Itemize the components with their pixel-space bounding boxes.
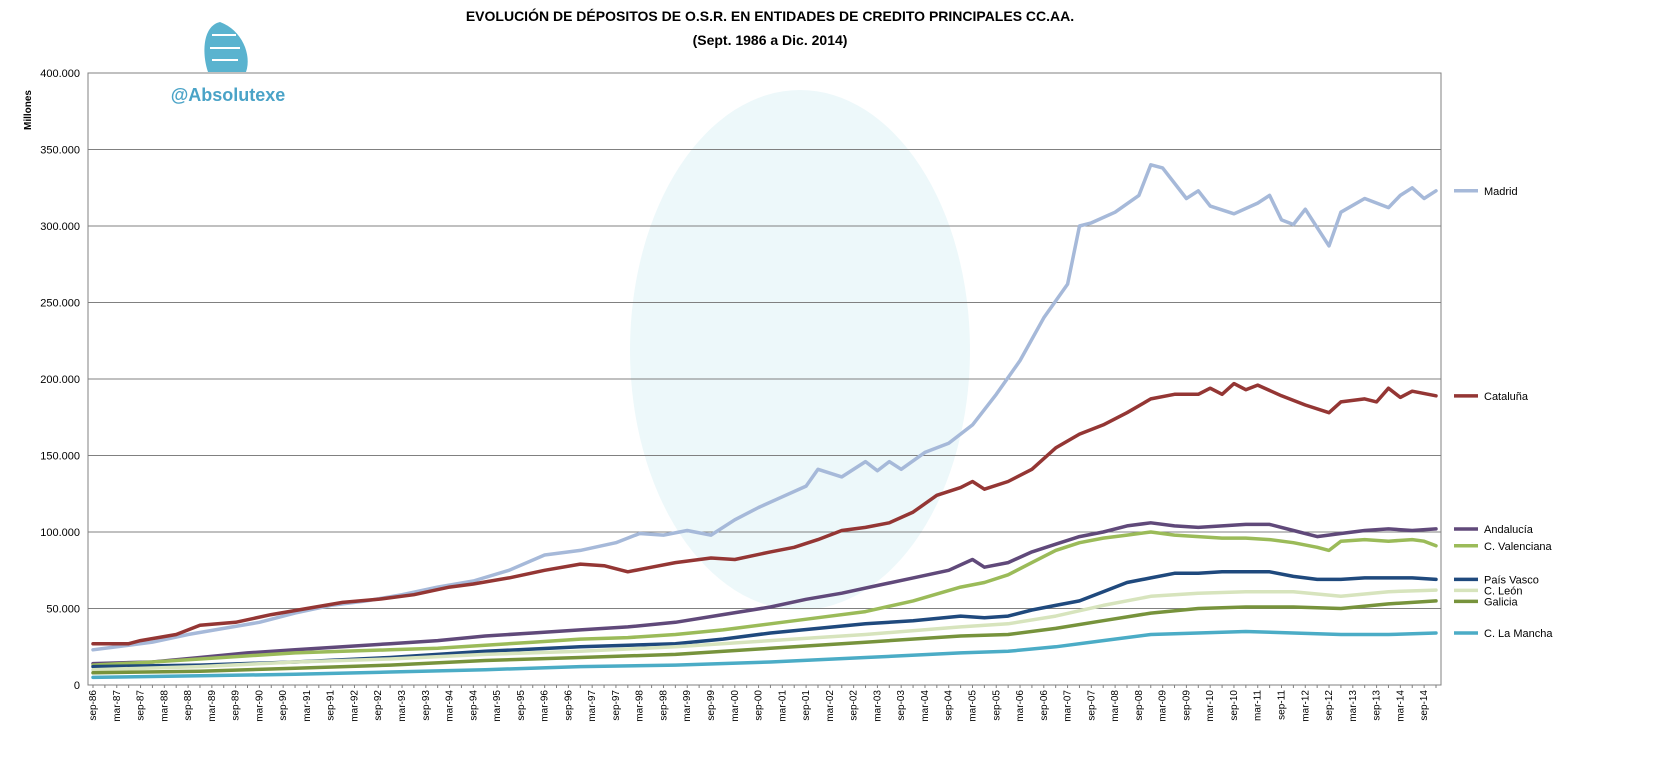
- handle-text: @Absolutexe: [171, 85, 286, 105]
- series-line-galicia: [91, 599, 1438, 675]
- x-tick-label: mar-87: [112, 690, 123, 722]
- x-tick-label: sep-02: [849, 690, 860, 721]
- x-tick-label: mar-00: [730, 690, 741, 722]
- y-tick-label: 250.000: [40, 298, 80, 310]
- x-tick-label: sep-95: [516, 690, 527, 721]
- y-tick-label: 350.000: [40, 145, 80, 157]
- series-line-pais-vasco: [91, 570, 1438, 669]
- x-tick-label: sep-10: [1229, 690, 1240, 721]
- series-line-c-valenciana: [91, 530, 1438, 667]
- x-tick-label: sep-97: [611, 690, 622, 721]
- x-tick-label: sep-14: [1419, 690, 1430, 721]
- legend-label-madrid: Madrid: [1484, 186, 1518, 198]
- legend: Madrid Cataluña Andalucía C. Valenciana País…: [1454, 186, 1553, 640]
- series-line-madrid: [91, 163, 1438, 652]
- y-axis: 0 50.000 100.000 150.000 200.000 250.000 300.0…: [40, 68, 80, 692]
- x-tick-label: mar-13: [1348, 690, 1359, 722]
- x-tick-label: mar-90: [254, 690, 265, 722]
- x-tick-label: mar-94: [445, 690, 456, 722]
- x-tick-label: mar-96: [540, 690, 551, 722]
- x-tick-label: sep-04: [944, 690, 955, 721]
- legend-label-c-leon: C. León: [1484, 585, 1523, 597]
- x-tick-label: sep-87: [136, 690, 147, 721]
- x-tick-label: sep-90: [278, 690, 289, 721]
- series-line-c-leon: [91, 588, 1438, 672]
- x-tick-label: mar-01: [777, 690, 788, 722]
- plot-area: [87, 72, 1442, 686]
- series-line-c-la-mancha: [91, 629, 1438, 680]
- legend-label-c-la-mancha: C. La Mancha: [1484, 628, 1553, 640]
- y-axis-label: Millones: [23, 90, 34, 130]
- chart-subtitle: (Sept. 1986 a Dic. 2014): [693, 32, 848, 48]
- x-tick-label: mar-14: [1395, 690, 1406, 722]
- x-tick-label: sep-96: [563, 690, 574, 721]
- x-tick-label: sep-94: [468, 690, 479, 721]
- x-tick-label: sep-89: [231, 690, 242, 721]
- x-tick-label: sep-86: [88, 690, 99, 721]
- x-tick-label: sep-93: [421, 690, 432, 721]
- x-tick-label: sep-12: [1324, 690, 1335, 721]
- x-tick-label: mar-09: [1158, 690, 1169, 722]
- watermark-emblem: [630, 90, 970, 610]
- x-tick-label: sep-92: [373, 690, 384, 721]
- y-tick-label: 200.000: [40, 374, 80, 386]
- x-tick-label: mar-04: [920, 690, 931, 722]
- x-tick-label: mar-91: [302, 690, 313, 722]
- series-line-cataluna: [91, 381, 1438, 646]
- x-tick-label: sep-03: [896, 690, 907, 721]
- x-tick-label: sep-05: [991, 690, 1002, 721]
- x-tick-label: sep-99: [706, 690, 717, 721]
- x-tick-label: sep-11: [1276, 690, 1287, 720]
- x-tick-label: sep-00: [754, 690, 765, 721]
- x-tick-label: mar-88: [159, 690, 170, 722]
- x-tick-label: mar-92: [349, 690, 360, 722]
- x-tick-label: sep-13: [1372, 690, 1383, 721]
- x-tick-label: mar-97: [587, 690, 598, 722]
- y-tick-label: 100.000: [40, 527, 80, 539]
- series-line-andalucia: [91, 521, 1438, 666]
- y-tick-label: 50.000: [46, 604, 80, 616]
- y-tick-label: 400.000: [40, 68, 80, 80]
- x-tick-label: mar-11: [1253, 690, 1264, 721]
- x-tick-label: mar-03: [872, 690, 883, 722]
- chart-title: EVOLUCIÓN DE DÉPOSITOS DE O.S.R. EN ENTI…: [466, 7, 1074, 24]
- x-tick-label: sep-06: [1039, 690, 1050, 721]
- y-tick-label: 300.000: [40, 221, 80, 233]
- x-tick-label: mar-93: [397, 690, 408, 722]
- x-tick-label: mar-05: [967, 690, 978, 722]
- legend-label-pais-vasco: País Vasco: [1484, 574, 1539, 586]
- x-tick-label: sep-91: [326, 690, 337, 721]
- legend-label-c-valenciana: C. Valenciana: [1484, 541, 1553, 553]
- x-tick-label: mar-95: [492, 690, 503, 722]
- x-tick-label: sep-09: [1181, 690, 1192, 721]
- x-tick-label: mar-99: [682, 690, 693, 722]
- legend-label-galicia: Galicia: [1484, 596, 1519, 608]
- x-tick-label: mar-06: [1015, 690, 1026, 722]
- series-lines: [91, 163, 1438, 680]
- x-tick-label: mar-10: [1205, 690, 1216, 722]
- x-tick-label: mar-08: [1110, 690, 1121, 722]
- x-tick-label: sep-98: [658, 690, 669, 721]
- x-tick-label: mar-89: [207, 690, 218, 722]
- x-tick-label: sep-01: [801, 690, 812, 721]
- x-tick-label: sep-07: [1086, 690, 1097, 721]
- y-tick-label: 0: [74, 680, 80, 692]
- x-tick-label: mar-02: [825, 690, 836, 722]
- x-tick-label: sep-88: [183, 690, 194, 721]
- legend-label-cataluna: Cataluña: [1484, 391, 1529, 403]
- legend-label-andalucia: Andalucía: [1484, 524, 1534, 536]
- y-tick-label: 150.000: [40, 451, 80, 463]
- x-tick-label: mar-98: [635, 690, 646, 722]
- x-tick-label: sep-08: [1134, 690, 1145, 721]
- x-axis: sep-86 mar-87 sep-87 mar-88 sep-88 mar-89 sep-…: [88, 685, 1437, 722]
- logo-icon: [204, 22, 248, 72]
- x-tick-label: mar-12: [1300, 690, 1311, 722]
- x-tick-label: mar-07: [1063, 690, 1074, 722]
